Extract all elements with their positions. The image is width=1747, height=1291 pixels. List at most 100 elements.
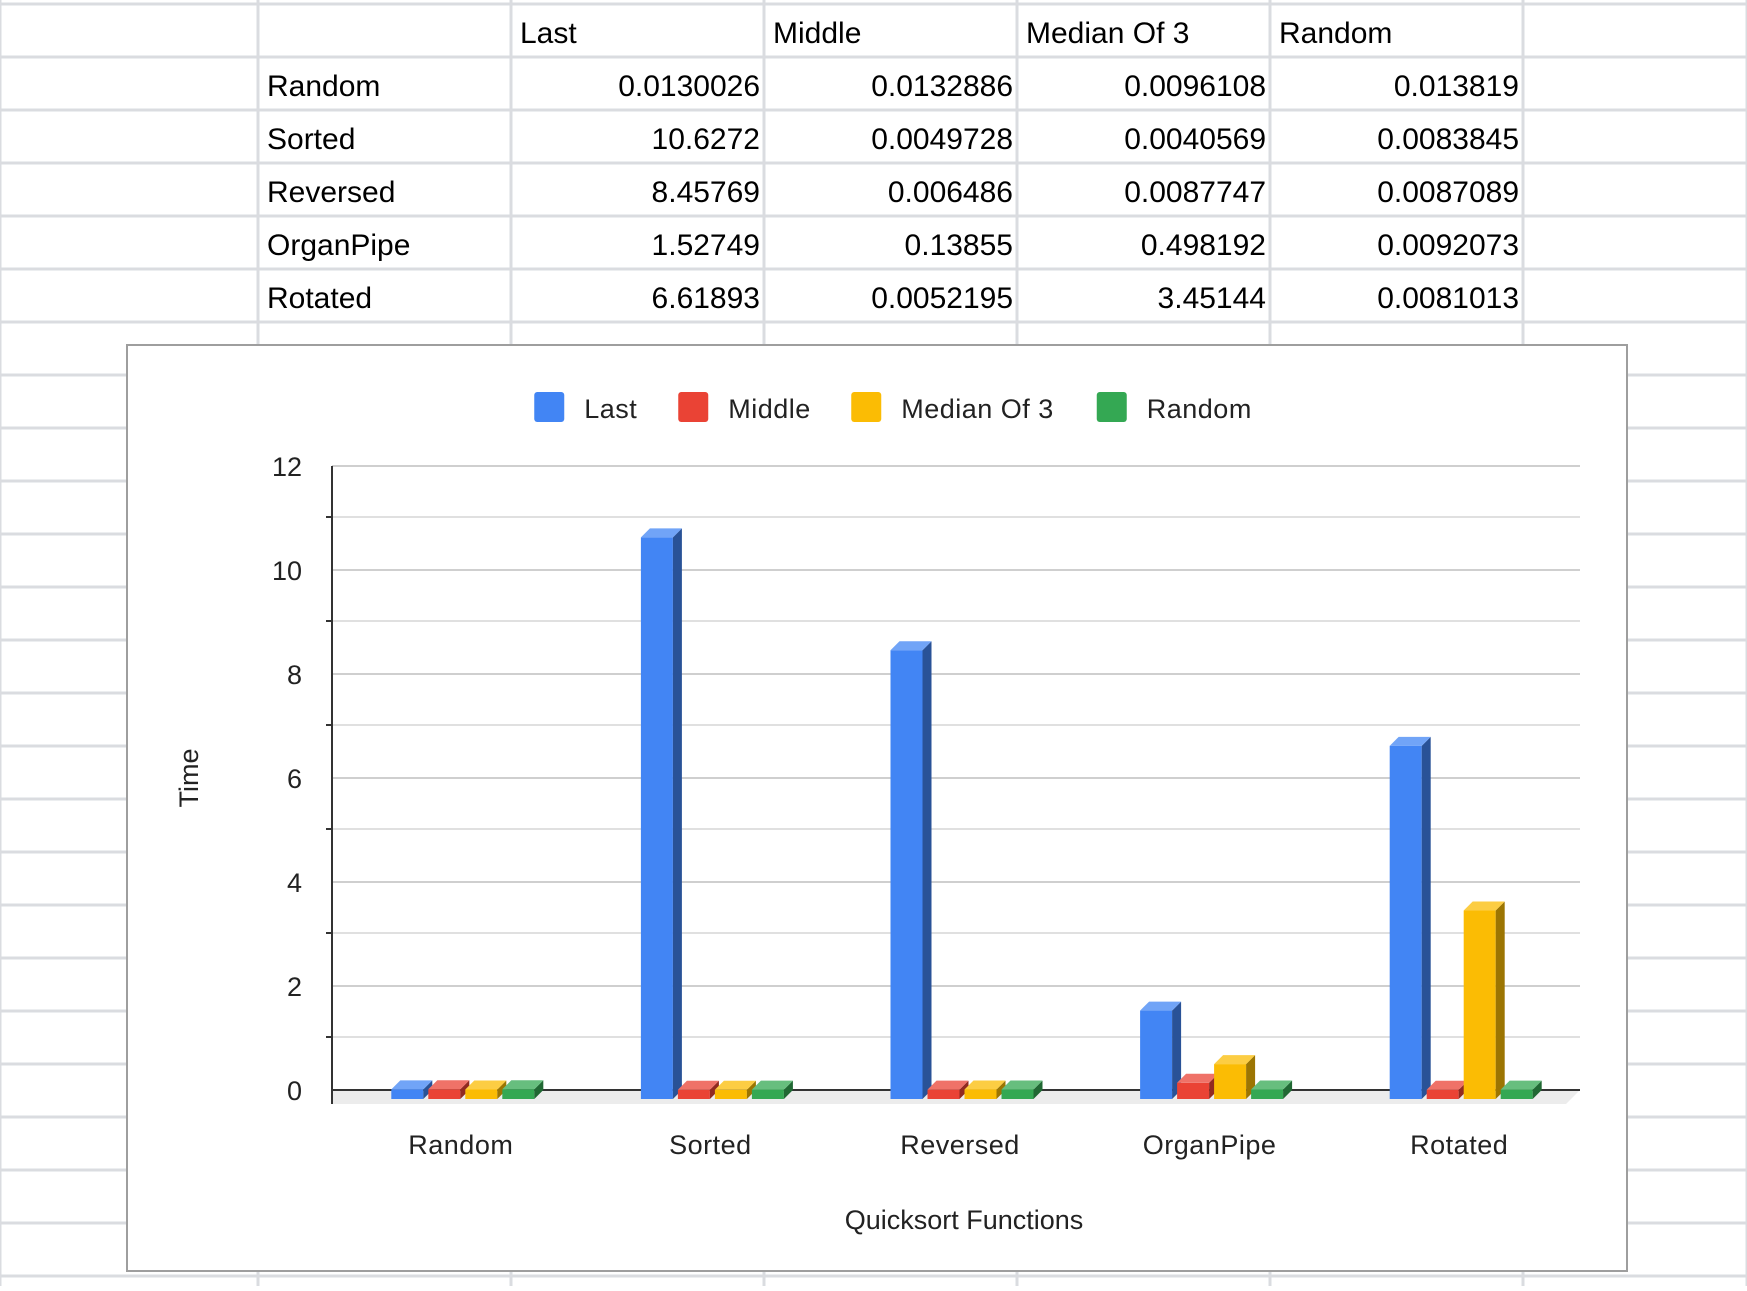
bar-front[interactable]: [502, 1089, 535, 1099]
bar-last-rotated[interactable]: [1389, 736, 1431, 1099]
bar-middle-reversed[interactable]: [927, 1080, 969, 1099]
table-cell[interactable]: 0.0081013: [1377, 282, 1519, 315]
bar-front[interactable]: [1177, 1082, 1210, 1099]
bar-front[interactable]: [1389, 745, 1422, 1099]
column-header[interactable]: Median Of 3: [1026, 17, 1190, 50]
bar-median-of-3-reversed[interactable]: [964, 1080, 1006, 1099]
bar-random-rotated[interactable]: [1500, 1080, 1542, 1099]
bar-top: [890, 641, 932, 651]
bar-front[interactable]: [465, 1089, 498, 1099]
table-cell[interactable]: 0.0096108: [1124, 70, 1266, 103]
row-label[interactable]: Random: [267, 70, 381, 103]
table-cell[interactable]: 1.52749: [651, 229, 760, 262]
bar-front[interactable]: [1001, 1089, 1034, 1099]
bar-front[interactable]: [1140, 1010, 1173, 1099]
table-cell[interactable]: 0.0049728: [871, 123, 1013, 156]
bar-middle-organpipe[interactable]: [1177, 1073, 1219, 1099]
bar-last-sorted[interactable]: [640, 528, 682, 1099]
table-cell[interactable]: 0.0040569: [1124, 123, 1266, 156]
bar-top: [1463, 901, 1505, 911]
row-label[interactable]: Sorted: [267, 123, 356, 156]
table-cell[interactable]: 0.13855: [904, 229, 1013, 262]
bar-random-random[interactable]: [502, 1080, 544, 1099]
bar-front[interactable]: [927, 1089, 960, 1099]
bar-side: [959, 1080, 969, 1099]
bar-side: [1283, 1080, 1293, 1099]
bar-top: [964, 1080, 1006, 1090]
bar-middle-random[interactable]: [428, 1080, 470, 1099]
table-cell[interactable]: 8.45769: [651, 176, 760, 209]
legend-item-random[interactable]: Random: [1096, 392, 1252, 424]
bar-front[interactable]: [391, 1089, 424, 1099]
column-header[interactable]: Last: [520, 17, 577, 50]
y-tick-label: 8: [287, 660, 302, 690]
bar-side: [922, 641, 932, 1099]
table-cell[interactable]: 0.0083845: [1377, 123, 1519, 156]
y-tick-label: 10: [272, 556, 302, 586]
table-cell[interactable]: 10.6272: [651, 123, 760, 156]
bar-front[interactable]: [1463, 910, 1496, 1099]
table-cell[interactable]: 6.61893: [651, 282, 760, 315]
table-cell[interactable]: 0.0130026: [618, 70, 760, 103]
row-label[interactable]: Reversed: [267, 176, 396, 209]
x-axis-title: Quicksort Functions: [845, 1205, 1084, 1235]
legend-swatch: [851, 392, 882, 422]
bar-random-sorted[interactable]: [751, 1080, 793, 1099]
bar-front[interactable]: [1500, 1089, 1533, 1099]
bar-front[interactable]: [714, 1089, 747, 1099]
table-cell[interactable]: 0.0132886: [871, 70, 1013, 103]
table-cell[interactable]: 0.0092073: [1377, 229, 1519, 262]
bar-last-reversed[interactable]: [890, 641, 932, 1099]
bar-front[interactable]: [677, 1089, 710, 1099]
bar-front[interactable]: [1251, 1089, 1284, 1099]
bar-front[interactable]: [640, 537, 673, 1099]
column-header[interactable]: Random: [1279, 17, 1393, 50]
bar-front[interactable]: [751, 1089, 784, 1099]
bar-median-of-3-sorted[interactable]: [714, 1080, 756, 1099]
table-cell[interactable]: 0.013819: [1393, 70, 1519, 103]
bar-side: [460, 1080, 470, 1099]
legend-item-middle[interactable]: Middle: [678, 392, 811, 424]
x-tick-label: Sorted: [669, 1130, 752, 1160]
bar-top: [465, 1080, 507, 1090]
legend-label: Random: [1147, 394, 1252, 424]
bar-top: [640, 528, 682, 538]
bar-last-organpipe[interactable]: [1140, 1001, 1182, 1099]
bar-top: [1389, 736, 1431, 746]
table-cell[interactable]: 0.0052195: [871, 282, 1013, 315]
bar-front[interactable]: [428, 1089, 461, 1099]
bar-random-reversed[interactable]: [1001, 1080, 1043, 1099]
bar-front[interactable]: [1426, 1089, 1459, 1099]
table-cell[interactable]: 0.006486: [887, 176, 1013, 209]
bar-side: [746, 1080, 756, 1099]
y-tick-label: 4: [287, 868, 302, 898]
bar-side: [709, 1080, 719, 1099]
legend-label: Median Of 3: [901, 394, 1054, 424]
table-cell[interactable]: 3.45144: [1157, 282, 1266, 315]
bar-top: [677, 1080, 719, 1090]
bar-median-of-3-rotated[interactable]: [1463, 901, 1505, 1099]
chart-container[interactable]: 0 2 4 6 8 10 12 Random Sorted Reversed OrganPipe Ro…: [126, 344, 1628, 1272]
bar-last-random[interactable]: [391, 1080, 433, 1099]
row-label[interactable]: Rotated: [267, 282, 373, 315]
bar-median-of-3-random[interactable]: [465, 1080, 507, 1099]
bar-front[interactable]: [890, 650, 923, 1099]
bar-front[interactable]: [1214, 1064, 1247, 1099]
y-tick-label: 0: [287, 1076, 302, 1106]
table-cell[interactable]: 0.0087089: [1377, 176, 1519, 209]
table-cell[interactable]: 0.498192: [1140, 229, 1266, 262]
legend-label: Middle: [728, 394, 811, 424]
row-label[interactable]: OrganPipe: [267, 229, 411, 262]
bar-middle-sorted[interactable]: [677, 1080, 719, 1099]
legend-item-last[interactable]: Last: [534, 392, 637, 424]
bar-median-of-3-organpipe[interactable]: [1214, 1055, 1256, 1099]
bar-side: [1033, 1080, 1043, 1099]
bar-front[interactable]: [964, 1089, 997, 1099]
column-header[interactable]: Middle: [773, 17, 862, 50]
bar-top: [1500, 1080, 1542, 1090]
bar-side: [497, 1080, 507, 1099]
table-cell[interactable]: 0.0087747: [1124, 176, 1266, 209]
bar-random-organpipe[interactable]: [1251, 1080, 1293, 1099]
bar-top: [428, 1080, 470, 1090]
legend-item-median-of-3[interactable]: Median Of 3: [851, 392, 1054, 424]
